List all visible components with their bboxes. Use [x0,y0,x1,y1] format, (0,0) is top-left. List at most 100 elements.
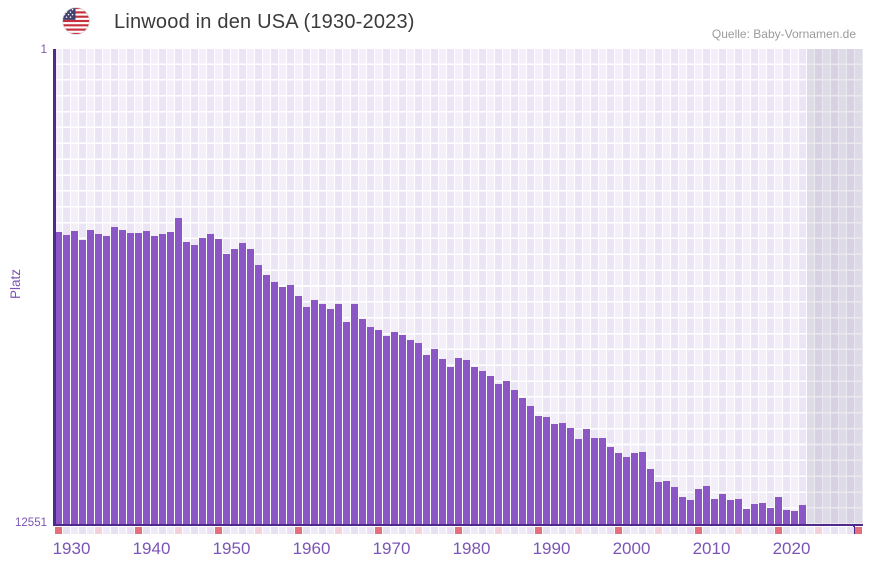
bar-2017[interactable] [751,504,758,524]
bar-1946[interactable] [183,241,190,524]
bar-1957[interactable] [271,282,278,524]
bar-1964[interactable] [327,308,334,524]
bar-1948[interactable] [199,237,206,524]
bar-2009[interactable] [687,499,694,524]
bar-1945[interactable] [175,218,182,524]
bar-1961[interactable] [303,306,310,524]
bar-1993[interactable] [559,422,566,524]
bar-2004[interactable] [647,469,654,524]
bar-1975[interactable] [415,343,422,524]
bar-1980[interactable] [455,358,462,524]
bar-1991[interactable] [543,417,550,524]
bar-1990[interactable] [535,416,542,524]
bar-2000[interactable] [615,453,622,524]
bar-1954[interactable] [247,248,254,524]
bar-1944[interactable] [167,231,174,524]
bar-1956[interactable] [263,274,270,524]
bar-2022[interactable] [791,510,798,524]
bar-1987[interactable] [511,390,518,524]
bar-1984[interactable] [487,376,494,524]
bar-1955[interactable] [255,264,262,524]
bar-1983[interactable] [479,370,486,524]
bar-2003[interactable] [639,452,646,524]
bar-1931[interactable] [63,235,70,524]
bar-1976[interactable] [423,354,430,524]
bar-1998[interactable] [599,438,606,524]
bar-1967[interactable] [351,303,358,524]
bar-1995[interactable] [575,438,582,524]
y-axis-line [53,49,56,526]
bar-1935[interactable] [95,233,102,524]
bar-1960[interactable] [295,296,302,524]
bar-1973[interactable] [399,335,406,524]
bar-2001[interactable] [623,457,630,524]
bar-2020[interactable] [775,497,782,524]
bar-1947[interactable] [191,245,198,524]
bar-1936[interactable] [103,236,110,524]
bar-1985[interactable] [495,384,502,524]
bar-1959[interactable] [287,285,294,524]
bar-1971[interactable] [383,335,390,524]
bar-1933[interactable] [79,240,86,524]
bar-2018[interactable] [759,502,766,524]
bar-2015[interactable] [735,498,742,524]
bar-1949[interactable] [207,233,214,524]
bar-2014[interactable] [727,499,734,524]
bar-1969[interactable] [367,326,374,524]
bar-1981[interactable] [463,359,470,524]
bar-1939[interactable] [127,232,134,524]
bar-1986[interactable] [503,381,510,524]
bar-2007[interactable] [671,487,678,524]
bar-2021[interactable] [783,509,790,524]
bar-1989[interactable] [527,406,534,524]
bar-2019[interactable] [767,508,774,524]
bar-2013[interactable] [719,493,726,524]
bar-1952[interactable] [231,249,238,524]
bar-1937[interactable] [111,226,118,524]
bar-1962[interactable] [311,300,318,524]
x-axis-label-1950: 1950 [212,539,251,558]
bar-2008[interactable] [679,497,686,524]
bar-1941[interactable] [143,231,150,524]
bar-1999[interactable] [607,446,614,524]
x-tick-cell-1981 [463,527,470,534]
bar-2002[interactable] [631,453,638,524]
bar-1974[interactable] [407,339,414,524]
bar-1992[interactable] [551,423,558,524]
bar-1970[interactable] [375,329,382,524]
bar-2011[interactable] [703,486,710,524]
bar-1950[interactable] [215,238,222,524]
bar-1997[interactable] [591,438,598,524]
bar-1938[interactable] [119,230,126,524]
bar-1966[interactable] [343,321,350,524]
bar-1930[interactable] [55,232,62,524]
bar-1979[interactable] [447,367,454,524]
bar-1968[interactable] [359,318,366,524]
bar-1982[interactable] [471,367,478,524]
bar-1958[interactable] [279,287,286,524]
bar-1972[interactable] [391,331,398,524]
bar-1934[interactable] [87,230,94,524]
bar-2023[interactable] [799,504,806,524]
x-tick-cell-1933 [79,527,86,534]
x-tick-cell-1939 [127,527,134,534]
bar-1951[interactable] [223,253,230,524]
bar-1943[interactable] [159,233,166,524]
bar-1978[interactable] [439,358,446,524]
bar-1932[interactable] [71,231,78,524]
bar-1965[interactable] [335,303,342,524]
bar-1988[interactable] [519,398,526,524]
bar-1940[interactable] [135,232,142,524]
bar-1994[interactable] [567,427,574,524]
bar-1977[interactable] [431,348,438,524]
bar-1996[interactable] [583,428,590,524]
bar-1953[interactable] [239,243,246,524]
bar-2012[interactable] [711,498,718,524]
bar-2010[interactable] [695,489,702,524]
bar-2005[interactable] [655,481,662,524]
bar-2006[interactable] [663,480,670,524]
x-tick-cell-2024 [807,527,814,534]
bar-1963[interactable] [319,304,326,524]
bar-2016[interactable] [743,509,750,524]
bar-1942[interactable] [151,236,158,524]
